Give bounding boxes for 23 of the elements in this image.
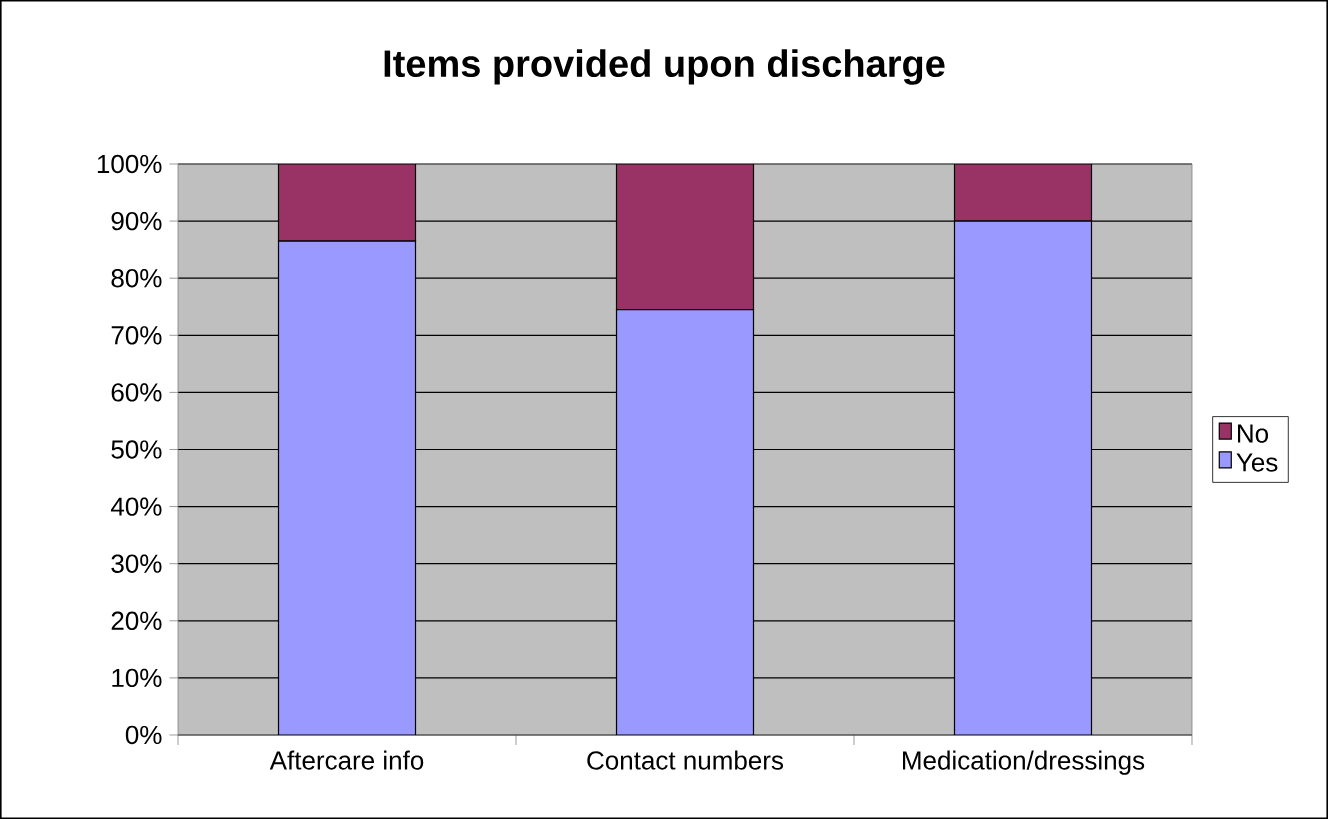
y-tick-label: 100%	[97, 154, 162, 174]
bar	[953, 220, 1093, 735]
bar	[615, 163, 755, 311]
bar	[277, 240, 417, 735]
bar	[277, 163, 417, 242]
legend-label: No	[1238, 424, 1269, 443]
y-tick-label: 70%	[111, 326, 162, 345]
chart-title: Items provided upon discharge	[384, 49, 945, 85]
y-tick-label: 0%	[125, 725, 162, 745]
x-tick-label: Aftercare info	[269, 750, 424, 770]
y-tick-label: 60%	[111, 383, 162, 402]
bar	[615, 309, 755, 735]
x-tick-label: Medication/dressings	[903, 750, 1145, 775]
y-tick-label: 30%	[111, 554, 162, 573]
y-tick-label: 10%	[112, 668, 162, 688]
x-tick-label: Contact numbers	[587, 750, 784, 770]
y-tick-label: 90%	[111, 211, 162, 231]
y-tick-label: 50%	[111, 440, 162, 459]
bar	[953, 163, 1093, 222]
legend-label: Yes	[1236, 453, 1278, 472]
y-tick-label: 80%	[111, 268, 162, 288]
y-tick-label: 20%	[111, 611, 162, 630]
y-tick-label: 40%	[110, 497, 162, 516]
